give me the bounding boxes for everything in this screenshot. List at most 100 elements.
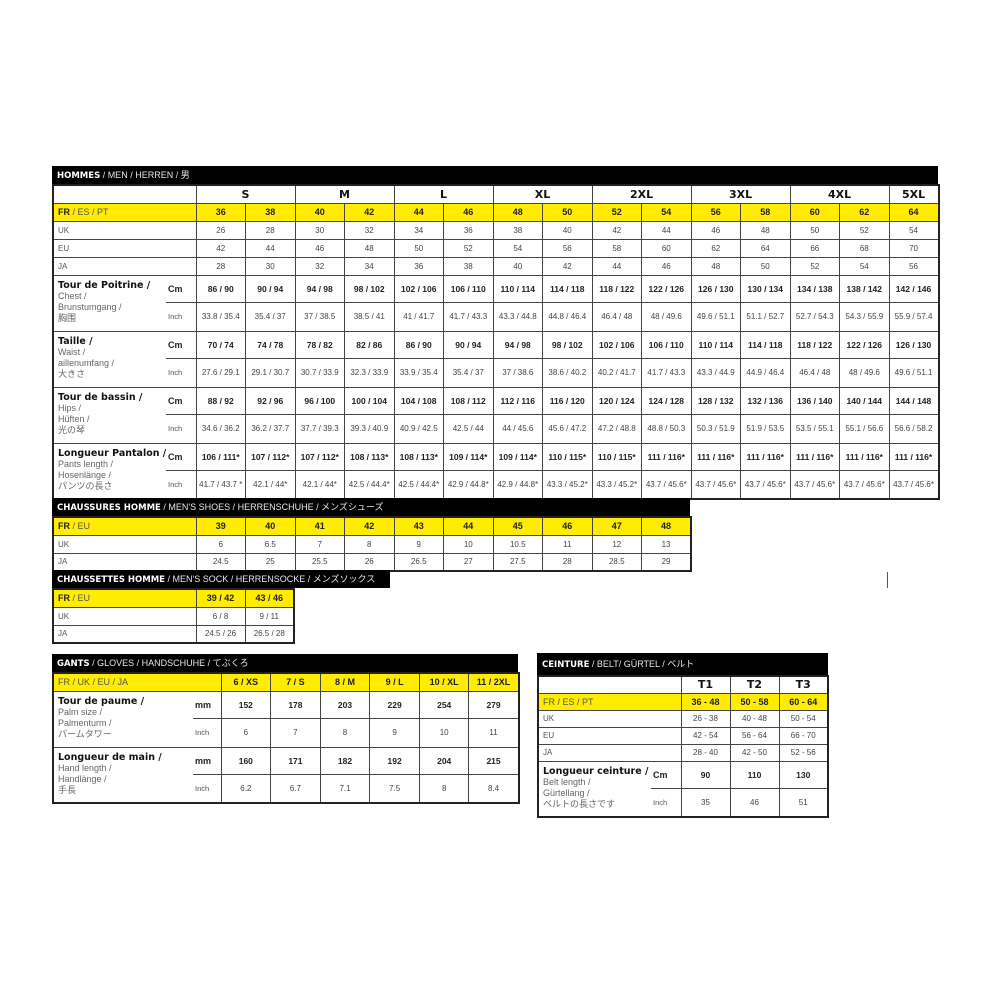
measure-value-inch: 48.8 / 50.3: [641, 413, 692, 444]
size-value: 40 - 48: [729, 709, 780, 728]
size-value: 27.5: [492, 552, 544, 572]
measure-value: 102 / 106: [393, 274, 445, 303]
size-value: 70: [888, 238, 940, 258]
measure-value: 106 / 111*: [195, 442, 246, 471]
size-value: 56: [542, 238, 593, 258]
size-value: 38: [443, 256, 494, 276]
measure-name: Taille /: [58, 335, 93, 347]
measure-value: 107 / 112*: [245, 442, 296, 471]
size-value: 50 - 58: [729, 692, 780, 711]
measure-value: 102 / 106: [591, 330, 643, 359]
measure-value-inch: 42.5 / 44: [443, 413, 494, 444]
size-value: 25: [245, 552, 296, 572]
row-label: JA: [52, 552, 197, 572]
measure-value-inch: 38.5 / 41: [344, 301, 395, 332]
size-value: 36: [393, 256, 445, 276]
row-label-text: JA: [58, 629, 68, 639]
size-value: 26.5 / 28: [244, 624, 295, 644]
measure-value: 122 / 126: [641, 274, 692, 303]
empty-cell: [537, 675, 682, 694]
measure-label: Tour de Poitrine / Chest / Brunstumgang / 胸…: [52, 274, 166, 332]
measure-value-inch: 41.7 / 43.3: [641, 357, 692, 388]
measure-translation: Chest /: [58, 290, 87, 301]
size-row: UK 6 6.5 7 8 9 10 10.5 11 12 13: [52, 534, 692, 554]
measure-value-inch: 42.5 / 44.4*: [344, 469, 395, 500]
section-subtitle: / BELT/ GÜRTEL / ベルト: [589, 659, 695, 669]
size-value: 48: [492, 202, 544, 222]
size-value: 28.5: [591, 552, 643, 572]
size-value: 24.5: [195, 552, 247, 572]
measure-value-inch: 43.3 / 45.2*: [542, 469, 593, 500]
size-value: 58: [591, 238, 643, 258]
measure-value: 132 / 136: [740, 386, 791, 415]
size-header-row: T1 T2 T3: [537, 675, 829, 694]
size-value: 44: [443, 516, 494, 536]
measure-value: 98 / 102: [344, 274, 395, 303]
size-row: EU 42 - 54 56 - 64 66 - 70: [537, 726, 829, 745]
section-title: CHAUSSURES HOMME: [57, 503, 161, 513]
size-value: 40: [492, 256, 544, 276]
measure-value: 112 / 116: [492, 386, 544, 415]
measure-value: 142 / 146: [888, 274, 940, 303]
measure-value-inch: 43.3 / 45.2*: [591, 469, 643, 500]
size-row: JA 24.5 25 25.5 26 26.5 27 27.5 28 28.5 29: [52, 552, 692, 572]
size-row: UK 26 28 30 32 34 36 38 40 42 44 46 48 50 52 54: [52, 220, 940, 240]
men-size-chart: HOMMES / MEN / HERREN / 男 S M L XL 2XL 3XL 4XL 5…: [52, 166, 940, 500]
measure-value: 109 / 114*: [492, 442, 544, 471]
row-label-text: / EU: [70, 521, 91, 532]
measure-value-inch: 43.3 / 44.9: [690, 357, 742, 388]
measure-name: Longueur de main /: [58, 751, 162, 763]
section-subtitle: / MEN / HERREN / 男: [100, 170, 190, 180]
measure-value-inch: 10: [418, 717, 470, 748]
size-value: 12: [591, 534, 643, 554]
measure-value: 111 / 116*: [888, 442, 940, 471]
measure-value-inch: 43.7 / 45.6*: [888, 469, 940, 500]
measure-value: 74 / 78: [245, 330, 296, 359]
measure-value: 254: [418, 690, 470, 719]
measure-translation: Gürtellang /: [543, 787, 590, 798]
measure-translation: 大きさ: [58, 368, 86, 379]
size-value: 40: [245, 516, 296, 536]
measure-value-inch: 44 / 45.6: [492, 413, 544, 444]
size-value: 46: [443, 202, 494, 222]
measure-value: 94 / 98: [294, 274, 345, 303]
size-value: 26: [344, 552, 395, 572]
size-value: 52 - 56: [778, 743, 829, 762]
measure-translation: Hüften /: [58, 413, 90, 424]
size-value: 9 / L: [369, 672, 420, 692]
size-row: FR / EU 39 40 41 42 43 44 45 46 47 48: [52, 516, 692, 536]
gloves-title-bar: GANTS / GLOVES / HANDSCHUHE / てぶくろ: [52, 654, 518, 672]
measure-value: 86 / 90: [195, 274, 246, 303]
size-value: 56 - 64: [729, 726, 780, 745]
measure-value-inch: 48 / 49.6: [839, 357, 890, 388]
row-label-text: UK: [58, 539, 70, 549]
section-subtitle: / MEN'S SHOES / HERRENSCHUHE / メンズシューズ: [160, 502, 384, 512]
size-value: 62: [839, 202, 890, 222]
measure-value: 70 / 74: [195, 330, 246, 359]
size-row: FR / ES / PT 36 38 40 42 44 46 48 50 52 54 56 58 60 62…: [52, 202, 940, 222]
measure-value-inch: 43.7 / 45.6*: [641, 469, 692, 500]
measure-value-inch: 7.1: [319, 773, 371, 804]
unit-label: Cm: [651, 760, 682, 789]
measure-value: 130 / 134: [740, 274, 791, 303]
measure-value-inch: 35.4 / 37: [245, 301, 296, 332]
size-value: 44: [245, 238, 296, 258]
measure-value-inch: 43.7 / 45.6*: [839, 469, 890, 500]
size-value: 50: [740, 256, 791, 276]
measure-value-inch: 9: [369, 717, 420, 748]
size-value: 46: [690, 220, 742, 240]
size-value: 54: [492, 238, 544, 258]
men-table: S M L XL 2XL 3XL 4XL 5XL FR / ES / PT 36 38 40 42 44 4…: [52, 184, 940, 500]
measure-value-inch: 55.9 / 57.4: [888, 301, 940, 332]
measure-value: 86 / 90: [393, 330, 445, 359]
measure-value-inch: 43.7 / 45.6*: [690, 469, 742, 500]
measure-value-inch: 41 / 41.7: [393, 301, 445, 332]
measure-translation: Palm size /: [58, 706, 103, 717]
measure-translation: パンツの長さ: [58, 480, 113, 491]
size-value: 6 / XS: [220, 672, 272, 692]
size-value: 34: [344, 256, 395, 276]
size-value: 40: [294, 202, 345, 222]
measure-value-inch: 7: [270, 717, 321, 748]
measure-label: Longueur Pantalon / Pants length / Hosenlä…: [52, 442, 166, 500]
